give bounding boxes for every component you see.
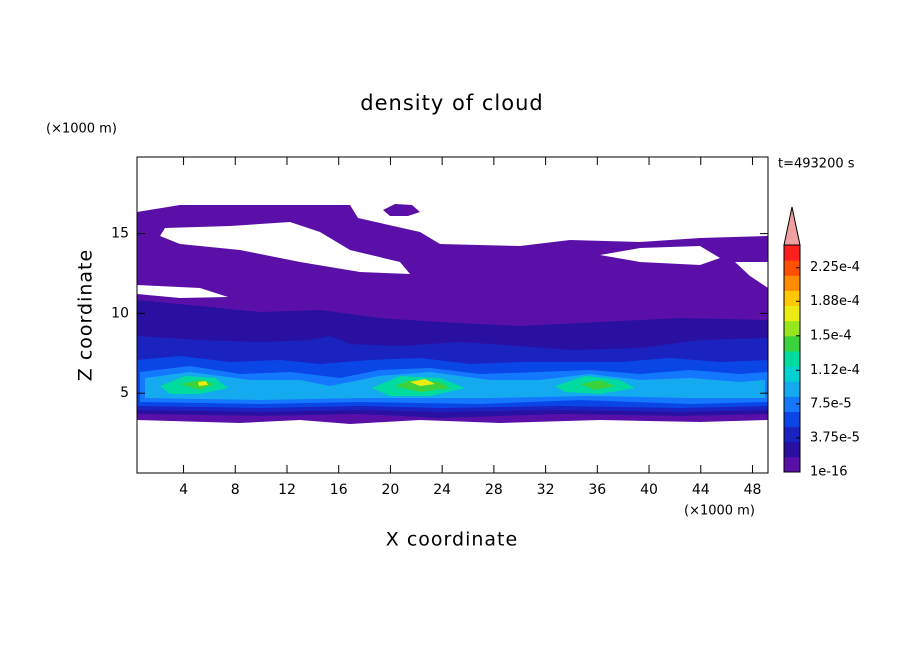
colorbar-extend bbox=[783, 206, 801, 246]
y-tick-label: 15 bbox=[111, 226, 129, 242]
plot-frame bbox=[136, 156, 769, 474]
chart-title: density of cloud bbox=[360, 91, 543, 115]
colorbar-tick-label: 1.5e-4 bbox=[810, 328, 852, 343]
colorbar-swatch bbox=[784, 456, 800, 473]
colorbar-swatch bbox=[784, 305, 800, 322]
colorbar-swatch bbox=[784, 260, 800, 276]
colorbar-swatch bbox=[784, 366, 800, 382]
y-axis-label: Z coordinate bbox=[75, 249, 97, 381]
annotation: t=493200 s bbox=[778, 157, 855, 172]
x-tick-label: 16 bbox=[330, 482, 348, 498]
x-tick-label: 44 bbox=[692, 482, 710, 498]
colorbar-swatch bbox=[784, 275, 800, 291]
colorbar-swatch bbox=[784, 245, 800, 261]
x-tick-label: 8 bbox=[231, 482, 240, 498]
colorbar-tick-label: 1.12e-4 bbox=[810, 363, 860, 378]
colorbar-swatch bbox=[784, 381, 800, 397]
x-axis-label: X coordinate bbox=[386, 529, 518, 551]
colorbar-tick-label: 7.5e-5 bbox=[810, 396, 852, 411]
colorbar-swatch bbox=[784, 411, 800, 428]
colorbar-swatch bbox=[784, 290, 800, 307]
y-tick-label: 10 bbox=[111, 305, 129, 321]
colorbar-tick-label: 3.75e-5 bbox=[810, 430, 860, 445]
x-tick-label: 32 bbox=[537, 482, 555, 498]
colorbar-tick-label: 1.88e-4 bbox=[810, 294, 860, 309]
x-unit: (×1000 m) bbox=[684, 504, 755, 519]
colorbar-tick-label: 1e-16 bbox=[810, 465, 848, 480]
y-unit: (×1000 m) bbox=[46, 122, 117, 137]
colorbar-swatch bbox=[784, 350, 800, 367]
colorbar-swatch bbox=[784, 320, 800, 337]
x-tick-label: 36 bbox=[588, 482, 606, 498]
x-tick-label: 4 bbox=[179, 482, 188, 498]
x-tick-label: 24 bbox=[433, 482, 451, 498]
x-tick-label: 40 bbox=[640, 482, 658, 498]
colorbar-swatch bbox=[784, 396, 800, 412]
x-tick-label: 20 bbox=[382, 482, 400, 498]
colorbar-swatch bbox=[784, 335, 800, 352]
contour-region bbox=[180, 380, 615, 392]
y-tick-label: 5 bbox=[120, 385, 129, 401]
contour-region bbox=[383, 204, 420, 216]
x-tick-label: 48 bbox=[744, 482, 762, 498]
x-tick-label: 12 bbox=[278, 482, 296, 498]
x-tick-label: 28 bbox=[485, 482, 503, 498]
contour-field bbox=[137, 204, 768, 424]
colorbar-swatch bbox=[784, 441, 800, 458]
colorbar-frame bbox=[783, 244, 801, 473]
colorbar-swatch bbox=[784, 426, 800, 443]
colorbar-tick-label: 2.25e-4 bbox=[810, 260, 860, 275]
